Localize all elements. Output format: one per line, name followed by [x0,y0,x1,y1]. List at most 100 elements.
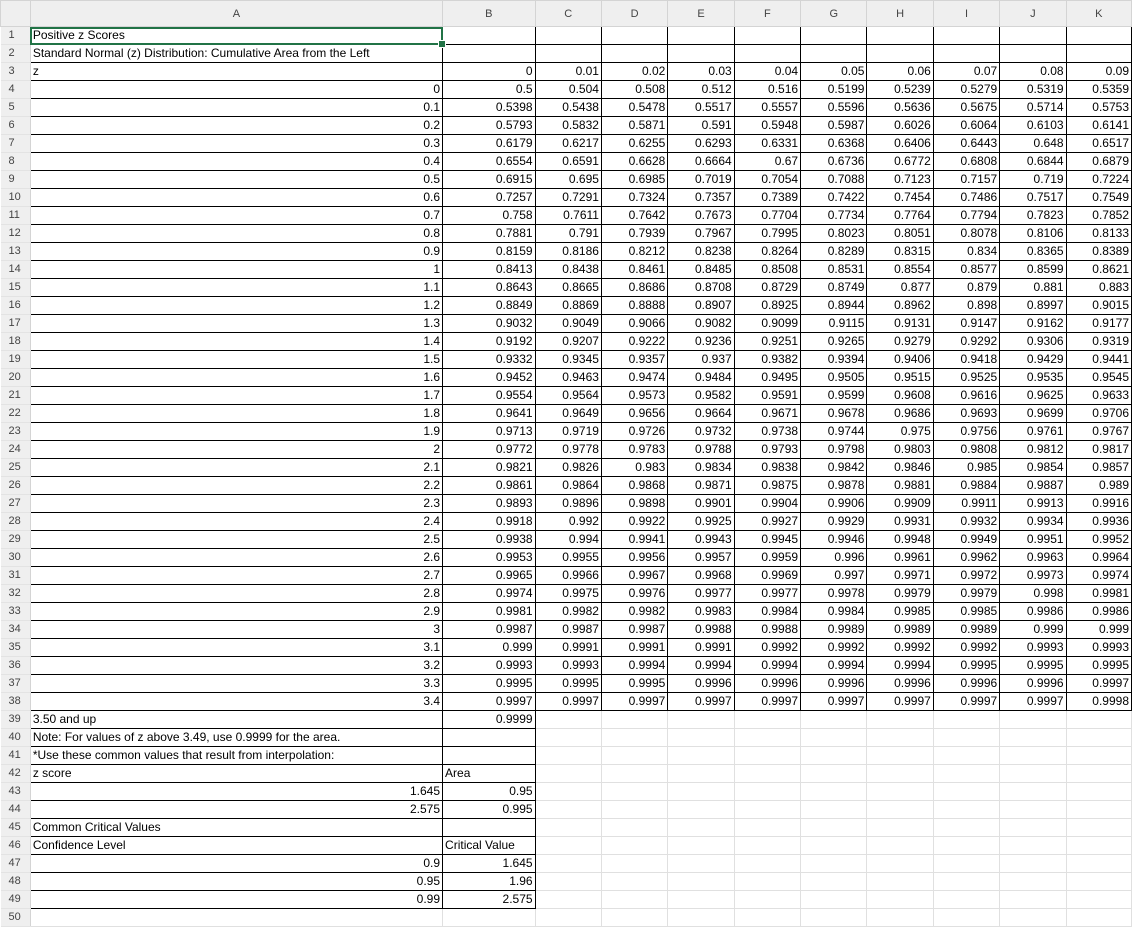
cell-e29[interactable]: 0.9943 [667,530,735,549]
cell-d23[interactable]: 0.9726 [600,422,669,441]
cell-j18[interactable]: 0.9306 [999,332,1067,351]
cell-i46[interactable] [932,836,1001,855]
cell-i23[interactable]: 0.9756 [932,422,1001,441]
cell-i35[interactable]: 0.9992 [932,638,1001,657]
cell-a49[interactable]: 0.99 [29,890,444,909]
cell-d35[interactable]: 0.9991 [600,638,669,657]
row-header[interactable]: 17 [0,314,31,333]
cell-k37[interactable]: 0.9997 [1065,674,1132,693]
cell-g6[interactable]: 0.5987 [800,116,868,135]
cell-c33[interactable]: 0.9982 [534,602,602,621]
cell-b19[interactable]: 0.9332 [442,350,536,369]
cell-g1[interactable] [800,26,868,45]
cell-i48[interactable] [932,872,1001,891]
cell-h17[interactable]: 0.9131 [866,314,934,333]
row-header[interactable]: 22 [0,404,31,423]
cell-a5[interactable]: 0.1 [29,98,444,117]
cell-j45[interactable] [999,818,1067,837]
cell-e28[interactable]: 0.9925 [667,512,735,531]
cell-h23[interactable]: 0.975 [866,422,934,441]
cell-f44[interactable] [733,800,802,819]
row-header[interactable]: 49 [0,890,31,909]
cell-c12[interactable]: 0.791 [534,224,602,243]
cell-e48[interactable] [667,872,735,891]
cell-e22[interactable]: 0.9664 [667,404,735,423]
cell-e25[interactable]: 0.9834 [667,458,735,477]
cell-h46[interactable] [866,836,934,855]
cell-b2[interactable] [442,44,536,63]
cell-b9[interactable]: 0.6915 [442,170,536,189]
cell-c37[interactable]: 0.9995 [534,674,602,693]
cell-e42[interactable] [667,764,735,783]
cell-h31[interactable]: 0.9971 [866,566,934,585]
cell-i30[interactable]: 0.9962 [932,548,1001,567]
cell-j27[interactable]: 0.9913 [999,494,1067,513]
cell-e21[interactable]: 0.9582 [667,386,735,405]
cell-c11[interactable]: 0.7611 [534,206,602,225]
cell-g4[interactable]: 0.5199 [800,80,868,99]
cell-d13[interactable]: 0.8212 [600,242,669,261]
cell-k39[interactable] [1065,710,1132,729]
cell-j17[interactable]: 0.9162 [999,314,1067,333]
cell-k47[interactable] [1065,854,1132,873]
cell-e40[interactable] [667,728,735,747]
cell-f22[interactable]: 0.9671 [733,404,802,423]
cell-k21[interactable]: 0.9633 [1065,386,1132,405]
cell-f41[interactable] [733,746,802,765]
cell-c3[interactable]: 0.01 [534,62,602,81]
cell-h41[interactable] [866,746,934,765]
cell-b38[interactable]: 0.9997 [442,692,536,711]
cell-a47[interactable]: 0.9 [29,854,444,873]
cell-k19[interactable]: 0.9441 [1065,350,1132,369]
cell-e50[interactable] [667,908,735,927]
cell-h49[interactable] [866,890,934,909]
cell-d38[interactable]: 0.9997 [600,692,669,711]
cell-i2[interactable] [932,44,1001,63]
cell-f34[interactable]: 0.9988 [733,620,802,639]
cell-b20[interactable]: 0.9452 [442,368,536,387]
cell-j29[interactable]: 0.9951 [999,530,1067,549]
cell-e41[interactable] [667,746,735,765]
cell-b21[interactable]: 0.9554 [442,386,536,405]
cell-g27[interactable]: 0.9906 [800,494,868,513]
cell-e27[interactable]: 0.9901 [667,494,735,513]
cell-e49[interactable] [667,890,735,909]
cell-g47[interactable] [800,854,868,873]
cell-a14[interactable]: 1 [29,260,444,279]
cell-d47[interactable] [600,854,669,873]
cell-h29[interactable]: 0.9948 [866,530,934,549]
cell-d27[interactable]: 0.9898 [600,494,669,513]
row-header[interactable]: 30 [0,548,31,567]
cell-b23[interactable]: 0.9713 [442,422,536,441]
cell-d29[interactable]: 0.9941 [600,530,669,549]
cell-i8[interactable]: 0.6808 [932,152,1001,171]
cell-d14[interactable]: 0.8461 [600,260,669,279]
cell-h16[interactable]: 0.8962 [866,296,934,315]
cell-f11[interactable]: 0.7704 [733,206,802,225]
cell-j6[interactable]: 0.6103 [999,116,1067,135]
column-header-j[interactable]: J [999,0,1067,27]
cell-i1[interactable] [932,26,1001,45]
cell-f13[interactable]: 0.8264 [733,242,802,261]
cell-f48[interactable] [733,872,802,891]
cell-e23[interactable]: 0.9732 [667,422,735,441]
cell-h22[interactable]: 0.9686 [866,404,934,423]
cell-d5[interactable]: 0.5478 [600,98,669,117]
cell-e2[interactable] [667,44,735,63]
row-header[interactable]: 42 [0,764,31,783]
cell-a30[interactable]: 2.6 [29,548,444,567]
column-header-i[interactable]: I [932,0,1001,27]
cell-e4[interactable]: 0.512 [667,80,735,99]
cell-a13[interactable]: 0.9 [29,242,444,261]
cell-g14[interactable]: 0.8531 [800,260,868,279]
cell-j39[interactable] [999,710,1067,729]
cell-c48[interactable] [534,872,602,891]
cell-h12[interactable]: 0.8051 [866,224,934,243]
cell-c46[interactable] [534,836,602,855]
cell-d22[interactable]: 0.9656 [600,404,669,423]
cell-h7[interactable]: 0.6406 [866,134,934,153]
cell-f46[interactable] [733,836,802,855]
cell-e35[interactable]: 0.9991 [667,638,735,657]
cell-h14[interactable]: 0.8554 [866,260,934,279]
row-header[interactable]: 16 [0,296,31,315]
